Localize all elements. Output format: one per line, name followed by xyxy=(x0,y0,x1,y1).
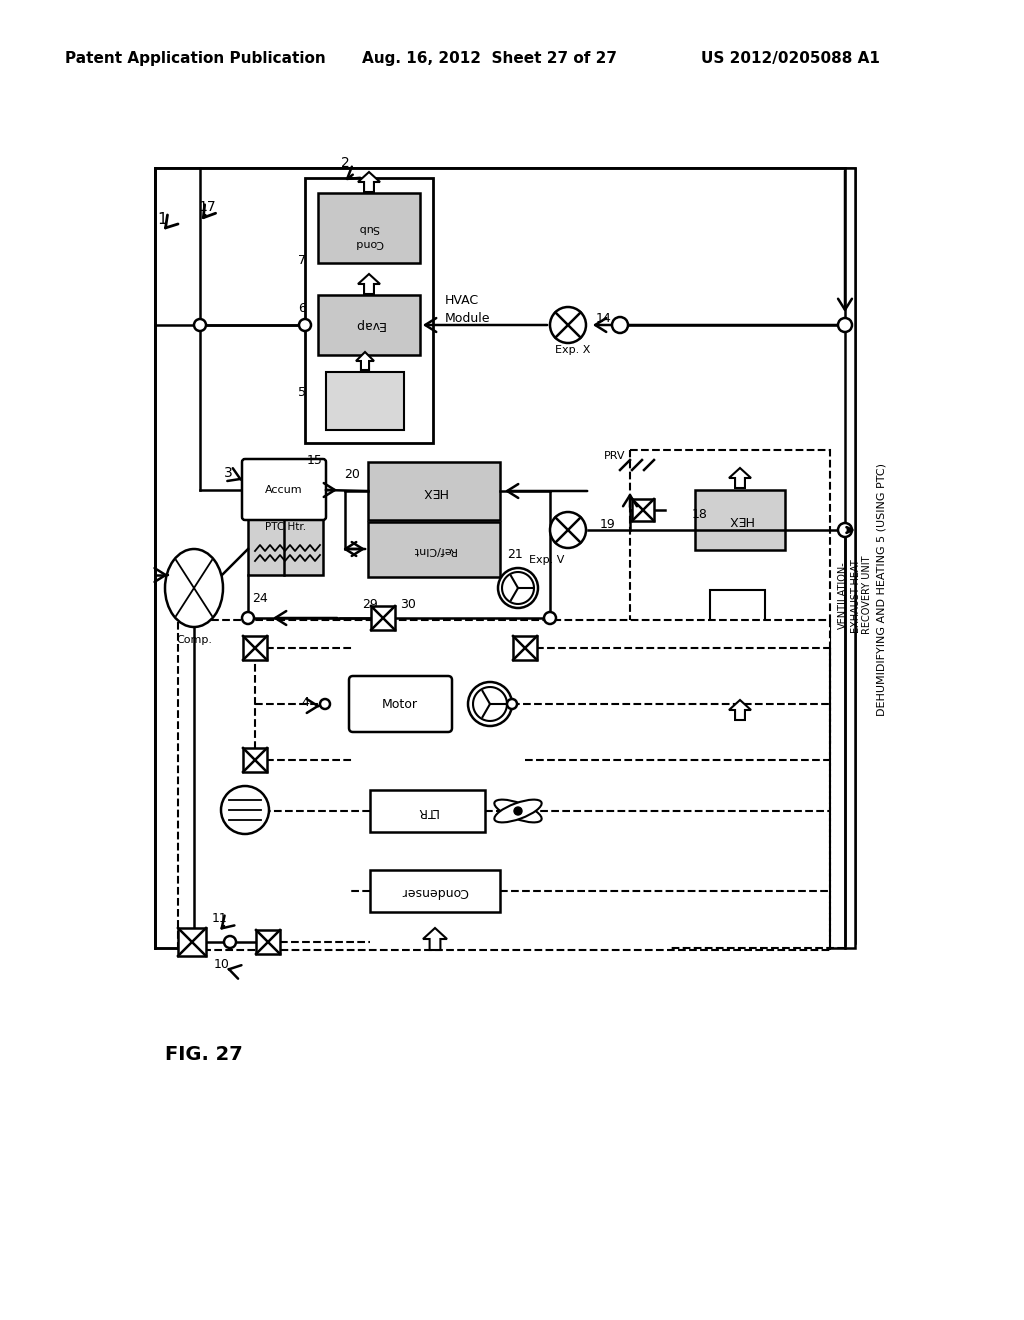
Text: 19: 19 xyxy=(600,517,615,531)
Text: Cond: Cond xyxy=(354,238,383,248)
Text: 10: 10 xyxy=(214,957,230,970)
Bar xyxy=(630,450,830,744)
Circle shape xyxy=(224,936,236,948)
Text: 11: 11 xyxy=(212,912,228,924)
Text: Patent Application Publication: Patent Application Publication xyxy=(65,50,326,66)
Polygon shape xyxy=(502,572,534,605)
Text: HEX: HEX xyxy=(727,513,753,527)
Circle shape xyxy=(299,319,311,331)
Polygon shape xyxy=(356,352,374,370)
Text: 3: 3 xyxy=(223,466,232,480)
Text: DEHUMIDIFYING AND HEATING 5 (USING PTC): DEHUMIDIFYING AND HEATING 5 (USING PTC) xyxy=(877,463,887,717)
FancyBboxPatch shape xyxy=(349,676,452,733)
Text: Aug. 16, 2012  Sheet 27 of 27: Aug. 16, 2012 Sheet 27 of 27 xyxy=(362,50,617,66)
Text: 24: 24 xyxy=(252,591,268,605)
Circle shape xyxy=(550,512,586,548)
Circle shape xyxy=(838,523,852,537)
Text: LTR: LTR xyxy=(416,804,438,817)
Text: 18: 18 xyxy=(692,508,708,521)
Bar xyxy=(632,499,654,521)
Bar xyxy=(248,506,323,576)
Text: 6: 6 xyxy=(298,301,306,314)
Circle shape xyxy=(612,317,628,333)
Bar xyxy=(155,168,855,948)
Text: 30: 30 xyxy=(400,598,416,611)
Bar xyxy=(178,928,206,956)
Bar xyxy=(256,931,280,954)
Text: Sub: Sub xyxy=(358,223,380,234)
Polygon shape xyxy=(358,172,380,191)
Polygon shape xyxy=(729,700,751,719)
Text: 4: 4 xyxy=(301,697,309,710)
Text: 17: 17 xyxy=(199,201,216,214)
Text: Exp. V: Exp. V xyxy=(529,554,564,565)
Circle shape xyxy=(319,700,330,709)
Text: 20: 20 xyxy=(344,467,360,480)
Ellipse shape xyxy=(495,800,542,822)
Circle shape xyxy=(194,319,206,331)
Text: 21: 21 xyxy=(507,549,523,561)
Text: 5: 5 xyxy=(298,387,306,400)
Text: 29: 29 xyxy=(362,598,378,611)
Circle shape xyxy=(514,807,522,814)
Text: Comp.: Comp. xyxy=(176,635,212,645)
Ellipse shape xyxy=(495,800,542,822)
Text: 1: 1 xyxy=(158,213,167,227)
Bar xyxy=(695,490,785,550)
Text: Module: Module xyxy=(445,312,490,325)
Bar xyxy=(513,636,537,660)
Text: 7: 7 xyxy=(298,255,306,268)
Polygon shape xyxy=(473,686,507,721)
Text: Ref/Clnt: Ref/Clnt xyxy=(412,545,456,554)
Text: HEX: HEX xyxy=(421,484,446,498)
Bar xyxy=(178,620,830,950)
Bar xyxy=(243,748,267,772)
Circle shape xyxy=(468,682,512,726)
FancyBboxPatch shape xyxy=(242,459,326,520)
Text: VENTILATION-
EXHAUST-HEAT
RECOVERY UNIT: VENTILATION- EXHAUST-HEAT RECOVERY UNIT xyxy=(839,556,871,634)
Bar xyxy=(318,294,420,355)
Text: FIG. 27: FIG. 27 xyxy=(165,1045,243,1064)
Text: PRV: PRV xyxy=(604,451,626,461)
Text: 2: 2 xyxy=(341,156,349,170)
Bar xyxy=(318,193,420,263)
Text: Condenser: Condenser xyxy=(401,884,469,898)
Text: Exp. X: Exp. X xyxy=(555,345,591,355)
Circle shape xyxy=(507,700,517,709)
Bar xyxy=(370,870,500,912)
Text: Motor: Motor xyxy=(382,697,418,710)
Polygon shape xyxy=(729,469,751,488)
Text: Accum: Accum xyxy=(265,484,303,495)
Circle shape xyxy=(221,785,269,834)
Polygon shape xyxy=(358,275,380,294)
Text: 14: 14 xyxy=(596,312,611,325)
Circle shape xyxy=(550,308,586,343)
Polygon shape xyxy=(423,928,447,950)
Text: HVAC: HVAC xyxy=(445,294,479,308)
Bar xyxy=(243,636,267,660)
Bar xyxy=(710,590,765,635)
Bar xyxy=(155,168,855,942)
Bar xyxy=(370,789,485,832)
Bar xyxy=(371,606,395,630)
Circle shape xyxy=(498,568,538,609)
Circle shape xyxy=(838,318,852,333)
Bar xyxy=(368,462,500,520)
Text: PTC Htr.: PTC Htr. xyxy=(265,521,306,532)
Ellipse shape xyxy=(165,549,223,627)
Circle shape xyxy=(544,612,556,624)
Text: US 2012/0205088 A1: US 2012/0205088 A1 xyxy=(700,50,880,66)
Text: Evap: Evap xyxy=(353,318,384,331)
Text: 15: 15 xyxy=(307,454,323,466)
Bar xyxy=(368,521,500,577)
Bar xyxy=(326,372,404,430)
Bar xyxy=(305,178,433,444)
Circle shape xyxy=(242,612,254,624)
